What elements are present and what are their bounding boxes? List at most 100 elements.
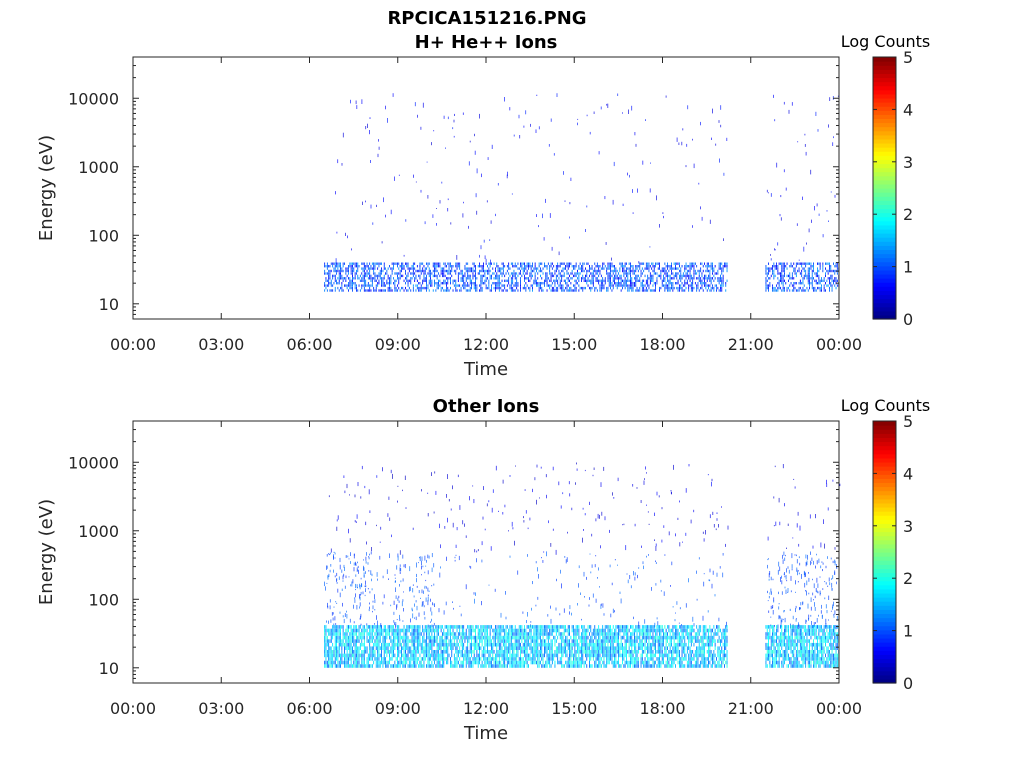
heatmap-cell — [444, 274, 446, 278]
heatmap-cell — [344, 490, 346, 494]
heatmap-cell — [489, 635, 491, 640]
heatmap-cell — [397, 265, 398, 268]
heatmap-cell — [521, 274, 523, 278]
heatmap-cell — [533, 653, 535, 658]
heatmap-cell — [346, 632, 348, 636]
heatmap-cell — [333, 551, 335, 553]
heatmap-cell — [354, 642, 356, 647]
heatmap-cell — [690, 289, 692, 292]
heatmap-cell — [329, 553, 330, 556]
heatmap-cell — [700, 267, 702, 270]
heatmap-cell — [420, 126, 422, 130]
heatmap-cell — [836, 262, 838, 265]
heatmap-cell — [704, 284, 705, 287]
heatmap-cell — [389, 653, 390, 658]
heatmap-cell — [542, 272, 544, 275]
heatmap-cell — [426, 161, 428, 163]
heatmap-cell — [416, 573, 417, 578]
heatmap-cell — [516, 272, 518, 275]
heatmap-cell — [455, 632, 457, 636]
heatmap-cell — [341, 282, 343, 285]
heatmap-cell — [468, 284, 470, 287]
heatmap-cell — [410, 639, 412, 643]
heatmap-cell — [337, 646, 339, 650]
heatmap-cell — [427, 628, 429, 633]
heatmap-cell — [370, 265, 372, 268]
heatmap-cell — [488, 267, 490, 270]
heatmap-cell — [712, 108, 713, 114]
heatmap-cell — [516, 660, 518, 665]
heatmap-cell — [345, 632, 347, 636]
heatmap-cell — [353, 650, 355, 654]
heatmap-cell — [768, 272, 769, 275]
x-tick-label: 15:00 — [551, 335, 597, 354]
heatmap-cell — [575, 286, 577, 290]
heatmap-cell — [785, 187, 787, 191]
heatmap-cell — [702, 265, 704, 268]
heatmap-cell — [596, 269, 598, 273]
heatmap-cell — [333, 554, 334, 559]
heatmap-cell — [651, 289, 653, 292]
heatmap-cell — [360, 591, 362, 595]
heatmap-cell — [410, 632, 412, 636]
heatmap-cell — [502, 265, 504, 268]
heatmap-cell — [412, 664, 414, 668]
heatmap-cell — [347, 235, 348, 239]
heatmap-cell — [459, 628, 461, 633]
heatmap-cell — [549, 664, 551, 668]
heatmap-cell — [557, 650, 559, 654]
heatmap-cell — [776, 265, 777, 268]
heatmap-cell — [530, 272, 532, 275]
heatmap-cell — [337, 635, 339, 640]
heatmap-cell — [329, 269, 331, 273]
heatmap-cell — [422, 639, 424, 643]
heatmap-cell — [785, 265, 787, 268]
heatmap-cell — [689, 272, 691, 275]
heatmap-cell — [492, 657, 494, 661]
heatmap-cell — [477, 664, 479, 668]
heatmap-cell — [484, 272, 486, 275]
heatmap-cell — [522, 664, 524, 668]
heatmap-cell — [406, 628, 408, 633]
heatmap-cell — [681, 282, 683, 285]
heatmap-cell — [358, 625, 360, 629]
heatmap-cell — [396, 605, 397, 610]
heatmap-cell — [365, 628, 367, 633]
heatmap-cell — [668, 269, 670, 273]
heatmap-cell — [406, 660, 408, 665]
heatmap-cell — [706, 265, 708, 268]
heatmap-cell — [397, 277, 398, 280]
heatmap-cell — [394, 176, 395, 181]
heatmap-cell — [430, 646, 431, 650]
heatmap-cell — [451, 664, 453, 668]
colorbar-swatch — [873, 265, 896, 271]
heatmap-cell — [514, 660, 516, 665]
colorbar-swatch — [873, 290, 896, 296]
heatmap-cell — [525, 635, 527, 640]
heatmap-cell — [419, 289, 421, 292]
heatmap-cell — [326, 284, 328, 287]
heatmap-cell — [415, 653, 417, 658]
heatmap-cell — [541, 269, 543, 273]
heatmap-cell — [679, 274, 680, 278]
heatmap-cell — [427, 570, 429, 575]
heatmap-cell — [488, 269, 490, 273]
heatmap-cell — [663, 277, 664, 280]
colorbar-swatch — [873, 294, 896, 300]
heatmap-cell — [517, 570, 519, 575]
heatmap-cell — [374, 609, 376, 611]
heatmap-cell — [485, 286, 487, 290]
heatmap-cell — [418, 282, 420, 285]
heatmap-cell — [789, 274, 791, 278]
heatmap-cell — [770, 193, 772, 197]
heatmap-cell — [817, 272, 818, 275]
heatmap-cell — [369, 642, 371, 647]
heatmap-cell — [624, 277, 626, 280]
heatmap-cell — [366, 272, 368, 275]
heatmap-cell — [475, 632, 476, 636]
heatmap-cell — [515, 465, 516, 467]
heatmap-cell — [332, 625, 334, 629]
heatmap-cell — [362, 657, 364, 661]
heatmap-cell — [496, 282, 498, 285]
heatmap-cell — [686, 265, 688, 268]
